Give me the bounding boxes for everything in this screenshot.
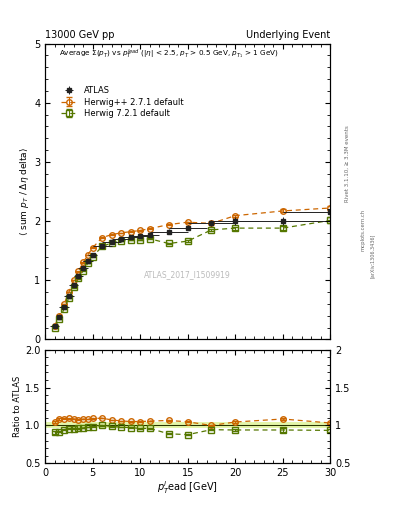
- Bar: [45, 422, 330, 429]
- Text: Average $\Sigma(p_T)$ vs $p_T^{lead}$ ($|\eta|$ < 2.5, $p_T$ > 0.5 GeV, $p_{T_1}: Average $\Sigma(p_T)$ vs $p_T^{lead}$ ($…: [59, 48, 279, 61]
- Text: 13000 GeV pp: 13000 GeV pp: [45, 30, 115, 40]
- Text: mcplots.cern.ch: mcplots.cern.ch: [361, 209, 366, 251]
- Y-axis label: $\langle$ sum $p_T$ / $\Delta\eta$ delta$\rangle$: $\langle$ sum $p_T$ / $\Delta\eta$ delta…: [18, 147, 31, 236]
- Text: Rivet 3.1.10, ≥ 3.3M events: Rivet 3.1.10, ≥ 3.3M events: [345, 125, 350, 202]
- Legend: ATLAS, Herwig++ 2.7.1 default, Herwig 7.2.1 default: ATLAS, Herwig++ 2.7.1 default, Herwig 7.…: [61, 86, 184, 118]
- Text: ATLAS_2017_I1509919: ATLAS_2017_I1509919: [144, 270, 231, 279]
- Text: Underlying Event: Underlying Event: [246, 30, 330, 40]
- X-axis label: $p_T^l$ead [GeV]: $p_T^l$ead [GeV]: [157, 480, 218, 497]
- Y-axis label: Ratio to ATLAS: Ratio to ATLAS: [13, 376, 22, 437]
- Text: [arXiv:1306.3436]: [arXiv:1306.3436]: [370, 234, 375, 278]
